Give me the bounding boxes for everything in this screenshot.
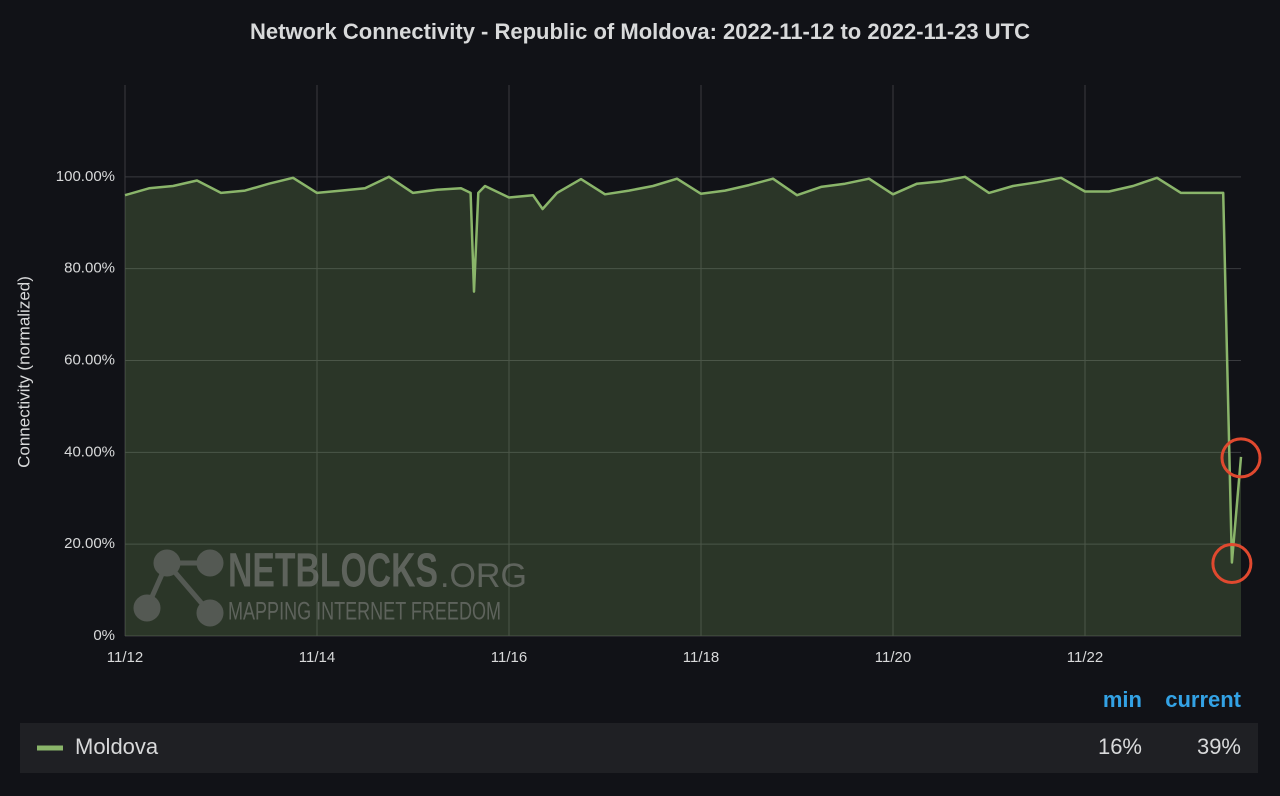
plot bbox=[124, 175, 1243, 637]
line bbox=[124, 175, 1243, 564]
legend-stat-value: 39% bbox=[1197, 734, 1241, 759]
y-tick-label: 60.00% bbox=[64, 351, 115, 368]
y-tick-label: 20.00% bbox=[64, 535, 115, 552]
grid: 0% 20.00% 40.00% 60.00% 80.00% 100.00% 11/12 11… bbox=[56, 85, 1241, 666]
area bbox=[125, 176, 1241, 637]
x-tick-label: 11/14 bbox=[299, 649, 335, 666]
legend-label: Moldova bbox=[75, 734, 159, 759]
y-tick-label: 0% bbox=[93, 627, 115, 644]
x-tick-label: 11/12 bbox=[107, 649, 143, 666]
watermark: NETBLOCKS .ORG MAPPING INTERNET FREEDOM bbox=[133, 545, 527, 627]
watermark-tagline: MAPPING INTERNET FREEDOM bbox=[228, 598, 501, 626]
y-tick-label: 80.00% bbox=[64, 260, 115, 277]
chart-title: Network Connectivity - Republic of Moldo… bbox=[250, 19, 1030, 44]
x-tick-label: 11/22 bbox=[1067, 649, 1103, 666]
x-tick-label: 11/18 bbox=[683, 649, 719, 666]
legend-background bbox=[20, 723, 1258, 773]
x-tick-label: 11/16 bbox=[491, 649, 527, 666]
watermark-suffix: .ORG bbox=[440, 557, 527, 595]
legend-stat-value: 16% bbox=[1098, 734, 1142, 759]
highlight-circle bbox=[1220, 437, 1262, 479]
legend-stat-header: current bbox=[1165, 687, 1241, 712]
highlight-circle bbox=[1211, 543, 1253, 585]
watermark-title: NETBLOCKS bbox=[228, 545, 438, 598]
y-axis-label: Connectivity (normalized) bbox=[14, 276, 33, 468]
x-tick-label: 11/20 bbox=[875, 649, 911, 666]
y-tick-label: 100.00% bbox=[56, 168, 115, 185]
y-tick-label: 40.00% bbox=[64, 443, 115, 460]
legend: Moldova min 16% current 39% bbox=[37, 687, 1242, 759]
watermark-logo bbox=[133, 549, 224, 627]
legend-stat-header: min bbox=[1103, 687, 1142, 712]
highlights bbox=[1211, 437, 1262, 585]
